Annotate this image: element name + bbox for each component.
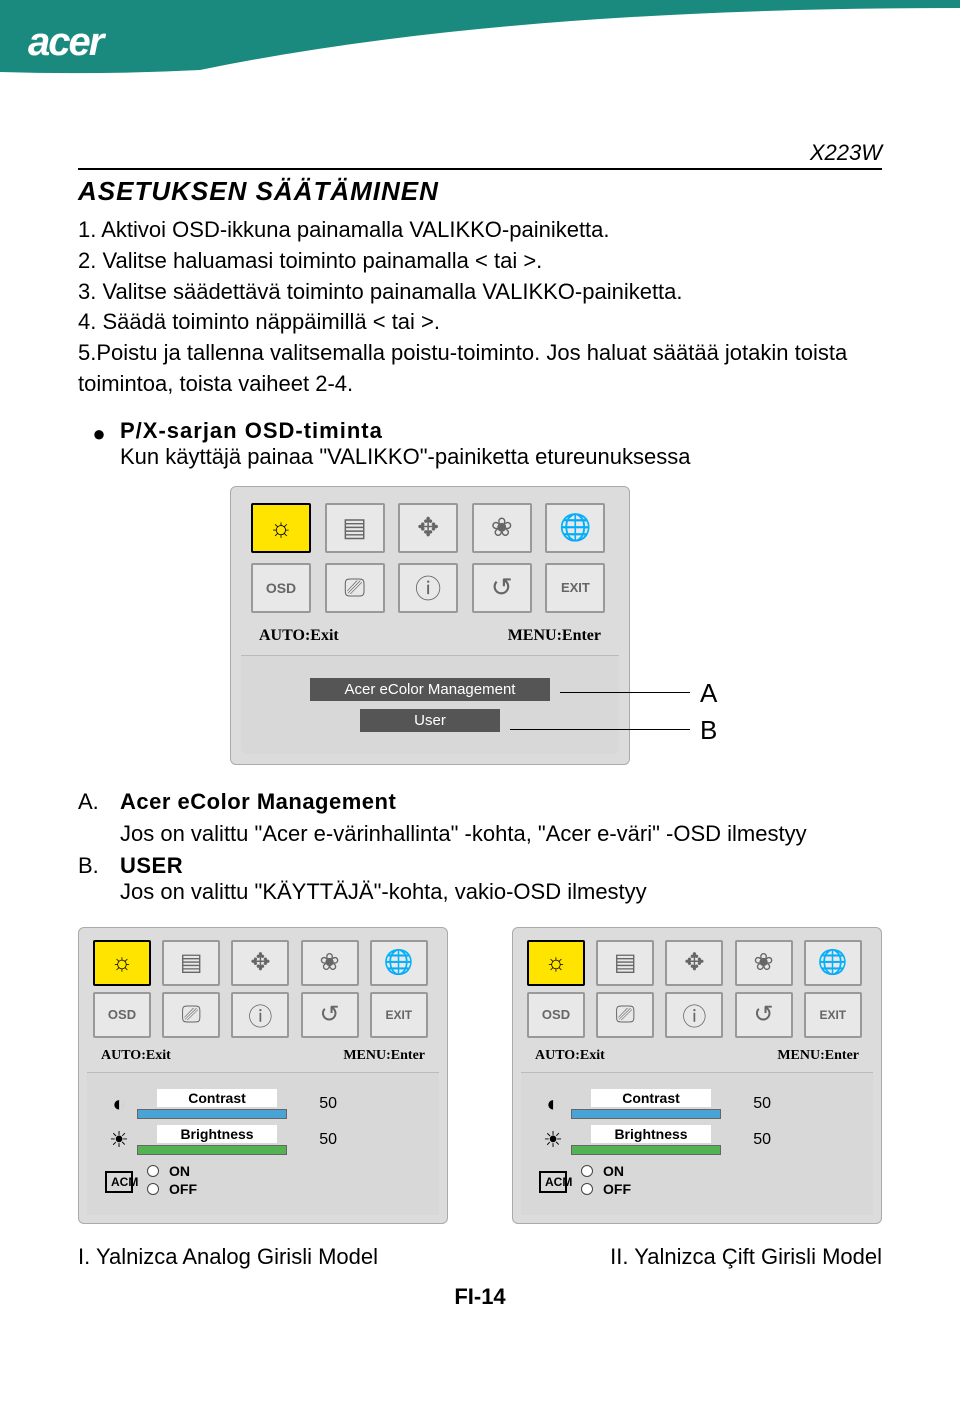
- exit-icon: EXIT: [804, 992, 862, 1038]
- callout-a: A: [700, 678, 717, 709]
- osd-panel-left: ☼ ▤ ✥ ❀ 🌐 OSD ⎚ ⓘ ↺ EXIT AUTO:Exit MENU:…: [78, 927, 448, 1224]
- bullet-text: Kun käyttäjä painaa "VALIKKO"-painiketta…: [120, 444, 882, 470]
- bullet-section: ● P/X-sarjan OSD-timinta Kun käyttäjä pa…: [78, 418, 882, 470]
- def-b-key: B.: [78, 853, 120, 905]
- def-a-text: Jos on valittu "Acer e-värinhallinta" -k…: [120, 821, 882, 847]
- contrast-icon: ◐: [101, 1091, 137, 1117]
- brightness-label: Brightness: [591, 1125, 711, 1143]
- contrast-value: 50: [297, 1095, 337, 1113]
- globe-icon: 🌐: [370, 940, 428, 986]
- page-title: ASETUKSEN SÄÄTÄMINEN: [78, 176, 882, 207]
- osd-icon: OSD: [251, 563, 311, 613]
- caption-left: I. Yalnizca Analog Girisli Model: [78, 1244, 378, 1270]
- input-icon: ⎚: [325, 563, 385, 613]
- menu-icon: ▤: [596, 940, 654, 986]
- acm-icon: ACM: [105, 1171, 133, 1193]
- osd-panel: ☼ ▤ ✥ ❀ 🌐 OSD ⎚ ⓘ ↺ EXIT AUTO:Exit MENU:…: [230, 486, 630, 765]
- brightness-icon: ☼: [93, 940, 151, 986]
- callout-line-a: [560, 692, 690, 693]
- osd-main-figure: ☼ ▤ ✥ ❀ 🌐 OSD ⎚ ⓘ ↺ EXIT AUTO:Exit MENU:…: [230, 486, 730, 765]
- def-a-heading: Acer eColor Management: [120, 789, 882, 815]
- caption-right: II. Yalnizca Çift Girisli Model: [610, 1244, 882, 1270]
- definition-b: B. USER Jos on valittu "KÄYTTÄJÄ"-kohta,…: [78, 853, 882, 905]
- menu-hint: MENU:Enter: [508, 627, 601, 645]
- contrast-value: 50: [731, 1095, 771, 1113]
- menu-icon: ▤: [325, 503, 385, 553]
- brightness-icon: ☼: [251, 503, 311, 553]
- globe-icon: 🌐: [545, 503, 605, 553]
- ecolor-option[interactable]: Acer eColor Management: [310, 678, 550, 701]
- menu-hint: MENU:Enter: [777, 1048, 859, 1064]
- contrast-label: Contrast: [157, 1089, 277, 1107]
- def-b-text: Jos on valittu "KÄYTTÄJÄ"-kohta, vakio-O…: [120, 879, 882, 905]
- auto-hint: AUTO:Exit: [101, 1048, 171, 1064]
- brightness-icon: ☀: [101, 1127, 137, 1153]
- position-icon: ✥: [231, 940, 289, 986]
- info-icon: ⓘ: [665, 992, 723, 1038]
- color-icon: ❀: [301, 940, 359, 986]
- page-number: FI-14: [78, 1284, 882, 1310]
- reset-icon: ↺: [472, 563, 532, 613]
- input-icon: ⎚: [162, 992, 220, 1038]
- definition-a: A. Acer eColor Management Jos on valittu…: [78, 789, 882, 847]
- callout-line-b: [510, 729, 690, 730]
- reset-icon: ↺: [735, 992, 793, 1038]
- acm-off[interactable]: OFF: [147, 1181, 297, 1197]
- bullet-icon: ●: [78, 418, 120, 470]
- globe-icon: 🌐: [804, 940, 862, 986]
- bullet-heading: P/X-sarjan OSD-timinta: [120, 418, 882, 444]
- acm-on[interactable]: ON: [581, 1163, 731, 1179]
- color-icon: ❀: [472, 503, 532, 553]
- acm-on[interactable]: ON: [147, 1163, 297, 1179]
- menu-icon: ▤: [162, 940, 220, 986]
- header-swoosh: [0, 0, 960, 75]
- contrast-label: Contrast: [591, 1089, 711, 1107]
- def-a-key: A.: [78, 789, 120, 847]
- acm-off[interactable]: OFF: [581, 1181, 731, 1197]
- numbered-steps: 1. Aktivoi OSD-ikkuna painamalla VALIKKO…: [78, 215, 882, 400]
- callout-b: B: [700, 715, 717, 746]
- brightness-value: 50: [297, 1131, 337, 1149]
- acer-logo: acer: [28, 20, 102, 65]
- position-icon: ✥: [665, 940, 723, 986]
- color-icon: ❀: [735, 940, 793, 986]
- exit-icon: EXIT: [370, 992, 428, 1038]
- header: acer: [0, 0, 960, 100]
- two-osd-panels: ☼ ▤ ✥ ❀ 🌐 OSD ⎚ ⓘ ↺ EXIT AUTO:Exit MENU:…: [78, 927, 882, 1224]
- brightness-icon: ☼: [527, 940, 585, 986]
- def-b-heading: USER: [120, 853, 882, 879]
- position-icon: ✥: [398, 503, 458, 553]
- brightness-icon: ☀: [535, 1127, 571, 1153]
- auto-hint: AUTO:Exit: [259, 627, 339, 645]
- user-option[interactable]: User: [360, 709, 500, 732]
- menu-hint: MENU:Enter: [343, 1048, 425, 1064]
- page-content: X223W ASETUKSEN SÄÄTÄMINEN 1. Aktivoi OS…: [0, 140, 960, 1310]
- brightness-label: Brightness: [157, 1125, 277, 1143]
- info-icon: ⓘ: [231, 992, 289, 1038]
- reset-icon: ↺: [301, 992, 359, 1038]
- osd-panel-right: ☼ ▤ ✥ ❀ 🌐 OSD ⎚ ⓘ ↺ EXIT AUTO:Exit MENU:…: [512, 927, 882, 1224]
- exit-icon: EXIT: [545, 563, 605, 613]
- brightness-value: 50: [731, 1131, 771, 1149]
- osd-icon: OSD: [527, 992, 585, 1038]
- auto-hint: AUTO:Exit: [535, 1048, 605, 1064]
- info-icon: ⓘ: [398, 563, 458, 613]
- model-number: X223W: [78, 140, 882, 170]
- contrast-icon: ◐: [535, 1091, 571, 1117]
- acm-icon: ACM: [539, 1171, 567, 1193]
- input-icon: ⎚: [596, 992, 654, 1038]
- panel-captions: I. Yalnizca Analog Girisli Model II. Yal…: [78, 1244, 882, 1270]
- osd-icon: OSD: [93, 992, 151, 1038]
